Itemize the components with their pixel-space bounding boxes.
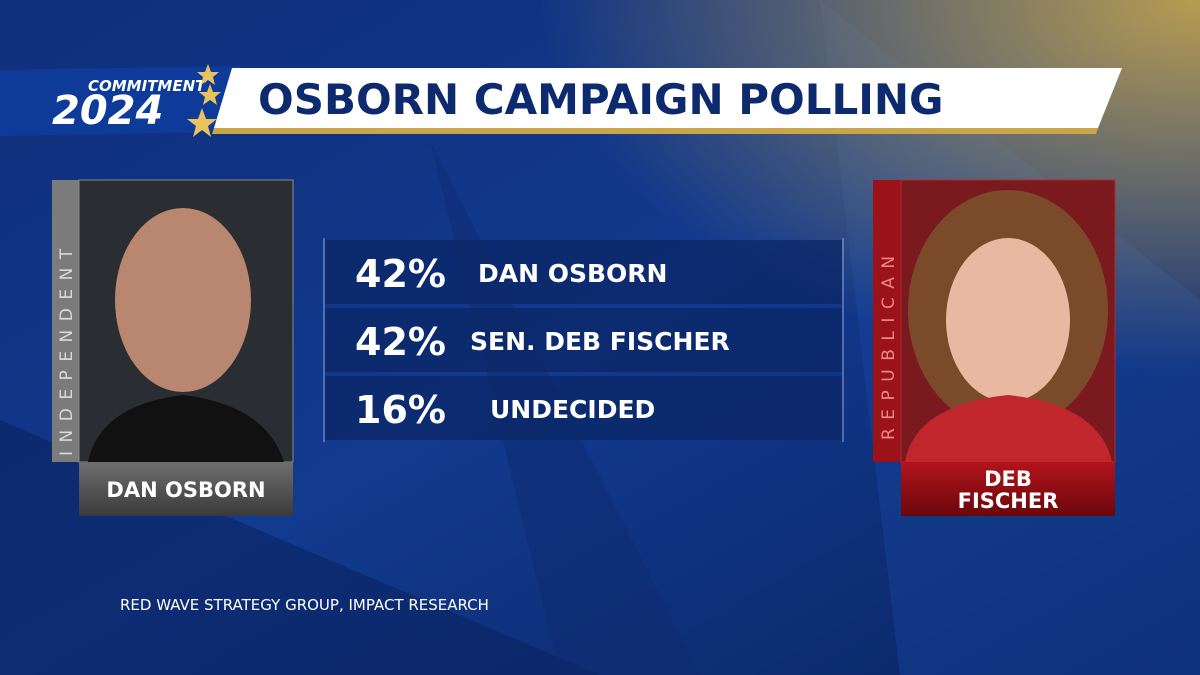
logo-band [0,66,240,136]
name-plate [79,462,293,516]
result-label: UNDECIDED [490,395,655,424]
source: RED WAVE STRATEGY GROUP, IMPACT RESEARCH [120,596,489,614]
result-percent: 42% [355,320,446,364]
logo-text: COMMITMENT [88,77,207,95]
title-underline [212,128,1098,134]
party-label: REPUBLICAN [879,247,899,440]
logo-year: 2024 [52,88,163,134]
result-percent: 42% [355,252,446,296]
photo-shirt [88,395,284,462]
result-percent: 16% [355,388,446,432]
title-banner [214,68,1122,128]
stars [187,64,221,137]
result-label: DAN OSBORN [478,259,667,288]
result-label: SEN. DEB FISCHER [470,327,730,356]
candidate-name: DAN OSBORN [106,478,265,502]
party-label: INDEPENDENT [57,240,77,456]
photo-shirt [905,395,1112,462]
candidate-name: FISCHER [958,489,1059,513]
candidate-name: DEB [984,467,1032,491]
photo-face [946,238,1070,402]
name-plate [901,462,1115,516]
result-row [325,376,842,440]
result-row [325,308,842,372]
party-strip [873,180,901,462]
party-strip [52,180,79,462]
photo-face [115,208,251,392]
result-row [325,240,842,304]
title: OSBORN CAMPAIGN POLLING [258,75,943,124]
